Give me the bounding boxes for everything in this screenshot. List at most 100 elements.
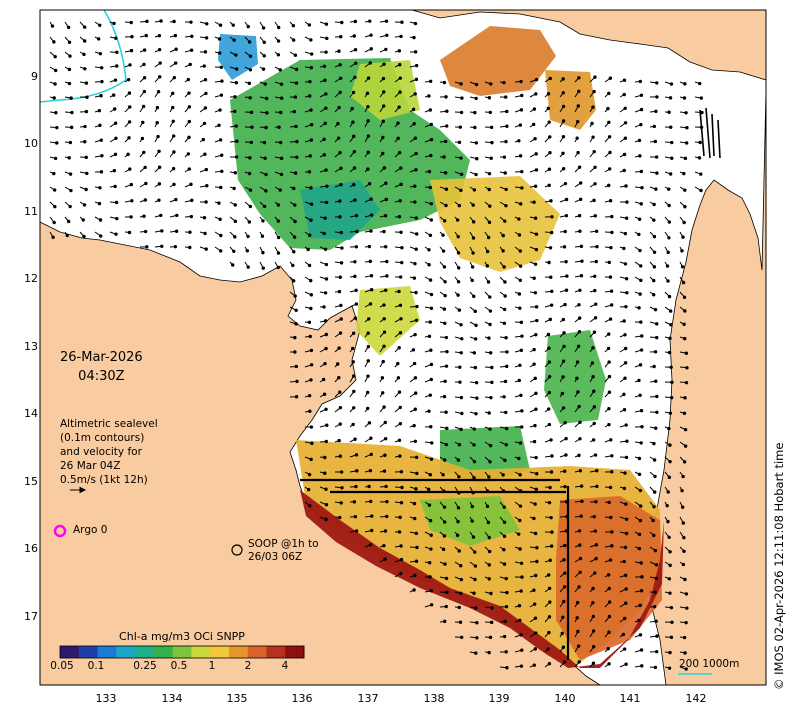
velocity-arrow-head	[505, 364, 509, 369]
velocity-arrow-head	[339, 230, 344, 235]
velocity-arrow-head	[487, 535, 491, 540]
velocity-arrow-head	[443, 171, 448, 175]
velocity-arrow-head	[487, 336, 491, 340]
velocity-arrow-head	[501, 249, 505, 253]
velocity-arrow-head	[385, 259, 389, 264]
velocity-arrow-head	[54, 68, 58, 73]
velocity-arrow-head	[593, 75, 597, 79]
velocity-arrow-head	[413, 439, 418, 443]
colorbar-title: Chl-a mg/m3 OCi SNPP	[119, 630, 245, 643]
velocity-arrow-head	[594, 259, 598, 264]
velocity-arrow-head	[426, 487, 431, 492]
velocity-arrow-head	[51, 235, 55, 239]
velocity-arrow-head	[398, 515, 402, 520]
velocity-arrow-head	[293, 53, 298, 57]
velocity-arrow-head	[352, 166, 357, 170]
velocity-arrow-head	[351, 422, 355, 427]
velocity-arrow-head	[308, 154, 312, 158]
velocity-arrow-head	[429, 202, 434, 206]
velocity-arrow-head	[547, 260, 551, 265]
velocity-arrow-head	[204, 36, 209, 40]
velocity-arrow-head	[322, 231, 326, 236]
velocity-arrow-head	[442, 520, 447, 524]
velocity-arrow-head	[473, 365, 478, 370]
velocity-arrow-head	[562, 599, 566, 604]
velocity-arrow-head	[456, 506, 461, 510]
velocity-arrow-head	[519, 664, 524, 668]
velocity-arrow-head	[397, 289, 401, 294]
velocity-arrow-head	[397, 346, 401, 350]
velocity-arrow-head	[203, 106, 208, 110]
velocity-arrow-head	[561, 406, 566, 410]
velocity-arrow-head	[488, 460, 492, 464]
velocity-arrow-head	[487, 475, 491, 479]
velocity-arrow-head	[700, 110, 704, 115]
velocity-arrow-head	[414, 290, 418, 295]
velocity-arrow-head	[411, 348, 416, 352]
velocity-arrow-head	[444, 604, 448, 609]
velocity-arrow-head	[127, 91, 132, 95]
velocity-arrow-head	[652, 124, 657, 129]
velocity-arrow-head	[532, 588, 536, 592]
velocity-arrow-head	[336, 136, 341, 140]
velocity-arrow-head	[365, 390, 370, 395]
colorbar-segment	[135, 646, 155, 658]
colorbar-segment	[247, 646, 267, 658]
velocity-arrow-head	[501, 233, 505, 238]
velocity-arrow-head	[652, 458, 657, 462]
velocity-arrow-head	[67, 40, 72, 44]
velocity-arrow-head	[595, 484, 599, 489]
velocity-arrow-head	[668, 96, 673, 100]
velocity-arrow-head	[295, 379, 299, 384]
velocity-arrow-head	[458, 620, 463, 624]
velocity-arrow-head	[503, 379, 508, 384]
velocity-arrow-head	[383, 420, 388, 425]
velocity-arrow-head	[276, 53, 281, 57]
velocity-arrow-head	[429, 362, 434, 367]
velocity-arrow-head	[607, 390, 612, 394]
velocity-arrow-head	[429, 122, 433, 127]
velocity-arrow-head	[415, 545, 419, 550]
velocity-arrow-head	[264, 189, 268, 193]
velocity-arrow-head	[622, 246, 626, 251]
velocity-arrow-head	[249, 140, 254, 145]
velocity-arrow-head	[100, 154, 104, 158]
velocity-arrow-head	[652, 505, 656, 509]
velocity-arrow-head	[653, 350, 658, 354]
velocity-arrow-head	[487, 171, 492, 176]
argo-marker-icon[interactable]	[53, 524, 67, 538]
velocity-arrow-head	[608, 558, 613, 562]
velocity-arrow-head	[517, 378, 521, 383]
velocity-arrow-head	[203, 231, 207, 236]
velocity-arrow-head	[517, 217, 521, 221]
velocity-arrow-head	[308, 94, 312, 98]
velocity-arrow-head	[366, 119, 370, 123]
velocity-arrow-head	[591, 614, 595, 619]
velocity-arrow-head	[261, 67, 266, 71]
velocity-arrow-head	[667, 535, 671, 539]
velocity-arrow-head	[591, 438, 596, 442]
velocity-arrow-head	[577, 303, 581, 307]
velocity-arrow-head	[592, 514, 596, 519]
velocity-arrow-head	[279, 156, 284, 161]
velocity-arrow-head	[172, 19, 176, 24]
velocity-arrow-head	[547, 390, 552, 395]
velocity-arrow-head	[126, 77, 131, 82]
velocity-arrow-head	[577, 329, 582, 334]
velocity-arrow-head	[548, 76, 552, 81]
velocity-arrow-head	[70, 110, 74, 115]
velocity-arrow-head	[99, 234, 103, 238]
velocity-arrow-head	[368, 302, 373, 306]
velocity-arrow-head	[428, 185, 432, 190]
velocity-arrow-head	[652, 265, 657, 269]
velocity-arrow-head	[652, 292, 656, 297]
soop-marker-icon[interactable]	[231, 544, 243, 556]
velocity-arrow-head	[308, 504, 312, 508]
velocity-arrow-head	[535, 318, 539, 323]
velocity-arrow-head	[415, 304, 419, 309]
lon-tick: 139	[488, 692, 510, 705]
velocity-arrow-head	[533, 647, 538, 651]
velocity-arrow-head	[548, 317, 553, 322]
velocity-arrow-head	[442, 619, 447, 624]
